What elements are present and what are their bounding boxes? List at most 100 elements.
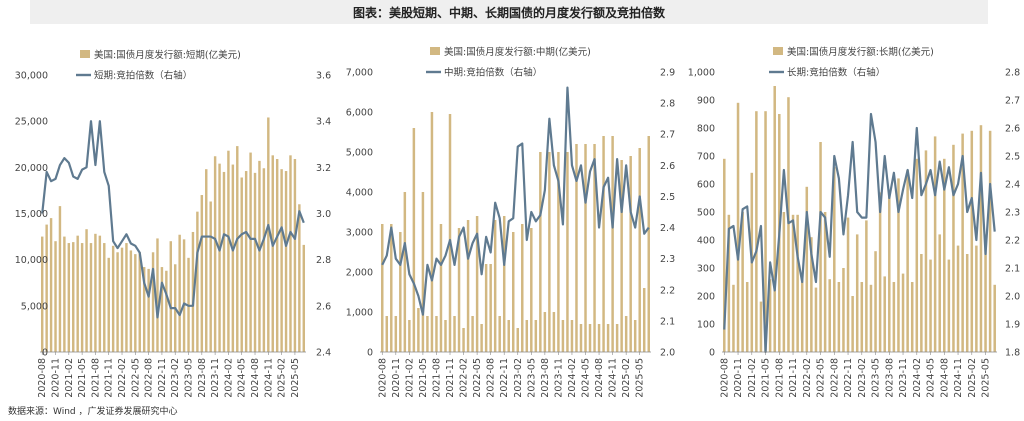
bar xyxy=(98,235,102,352)
x-tick-label: 2020-11 xyxy=(391,358,402,398)
bar xyxy=(160,267,164,352)
x-tick-label: 2022-08 xyxy=(829,358,840,398)
bar xyxy=(869,284,873,352)
y-left-tick-label: 25,000 xyxy=(15,117,48,128)
x-tick-label: 2024-11 xyxy=(608,358,619,398)
bar xyxy=(787,97,790,352)
bar xyxy=(45,224,48,352)
bar xyxy=(421,192,425,352)
bar xyxy=(814,287,818,352)
bar xyxy=(883,276,886,352)
y-right-tick-label: 2.7 xyxy=(660,130,675,141)
bar xyxy=(111,245,115,352)
bar xyxy=(805,186,809,352)
bar xyxy=(534,320,538,352)
bar xyxy=(548,152,551,352)
bar xyxy=(629,156,632,352)
chart-panel-2: 0 1,000 2,000 3,000 4,000 5,000 6,000 7,000 2.0 2… xyxy=(346,46,675,398)
series-line xyxy=(723,112,996,354)
bar xyxy=(773,86,776,352)
y-left-tick-label: 5,000 xyxy=(21,301,48,312)
bar xyxy=(209,201,212,352)
x-tick-label: 2023-05 xyxy=(526,358,537,398)
bar xyxy=(584,144,587,352)
bar xyxy=(103,243,106,352)
x-tick-label: 2025-02 xyxy=(621,358,632,398)
bar xyxy=(403,192,407,352)
x-tick-label: 2025-05 xyxy=(981,358,992,398)
y-right-tick-label: 2.1 xyxy=(1005,264,1020,275)
x-tick-label: 2021-11 xyxy=(788,358,799,398)
bar xyxy=(89,243,93,352)
bar xyxy=(125,243,128,352)
bar xyxy=(240,177,243,352)
bar xyxy=(557,152,560,352)
bar xyxy=(191,231,195,352)
bar xyxy=(552,312,556,352)
bar xyxy=(54,241,57,352)
y-left-tick-label: 1,000 xyxy=(346,308,373,319)
bar xyxy=(293,159,297,352)
y-left-tick-label: 15,000 xyxy=(15,209,48,220)
bar xyxy=(620,160,623,352)
x-tick-label: 2020-08 xyxy=(377,358,388,398)
x-tick-label: 2021-08 xyxy=(774,358,785,398)
bar xyxy=(915,158,919,352)
x-tick-label: 2023-08 xyxy=(540,358,551,398)
bar xyxy=(892,282,896,352)
bar xyxy=(833,167,836,352)
bar xyxy=(570,320,574,352)
bar xyxy=(961,133,964,352)
x-tick-label: 2021-02 xyxy=(747,358,758,398)
bar xyxy=(741,212,744,352)
y-right-tick-label: 2.4 xyxy=(1005,180,1020,191)
bar xyxy=(262,168,266,352)
y-right-tick-label: 2.2 xyxy=(1005,236,1020,247)
x-tick-label: 2022-08 xyxy=(486,358,497,398)
bar xyxy=(165,270,168,352)
x-tick-label: 2023-05 xyxy=(871,358,882,398)
y-right-tick-label: 3.2 xyxy=(316,163,331,174)
y-right-tick-label: 2.1 xyxy=(660,316,675,327)
bar xyxy=(67,243,71,352)
bar xyxy=(745,282,749,352)
bar xyxy=(906,170,909,352)
bar xyxy=(471,316,474,352)
bar xyxy=(480,324,483,352)
bar xyxy=(178,234,181,352)
y-left-tick-label: 0 xyxy=(709,348,715,359)
bar xyxy=(647,136,650,352)
bar xyxy=(865,220,868,352)
bar xyxy=(566,152,569,352)
x-tick-label: 2024-05 xyxy=(926,358,937,398)
y-right-tick-label: 1.8 xyxy=(1005,348,1020,359)
bar xyxy=(878,192,882,352)
bar xyxy=(462,328,465,352)
x-tick-label: 2023-11 xyxy=(898,358,909,398)
x-tick-label: 2022-08 xyxy=(144,358,155,398)
y-right-tick-label: 2.5 xyxy=(660,192,675,203)
bar xyxy=(611,136,614,352)
bar xyxy=(151,252,155,352)
bar xyxy=(638,148,641,352)
bar xyxy=(412,128,416,352)
x-tick-label: 2024-08 xyxy=(594,358,605,398)
bar xyxy=(933,136,937,352)
bar xyxy=(759,301,763,352)
bar xyxy=(593,144,596,352)
x-tick-label: 2022-02 xyxy=(459,358,470,398)
y-right-tick-label: 2.3 xyxy=(660,254,675,265)
bar xyxy=(579,324,583,352)
x-tick-label: 2022-11 xyxy=(499,358,510,398)
bar xyxy=(457,228,461,352)
chart-panel-1: 0 5,000 10,000 15,000 20,000 25,000 30,000 2.4 2… xyxy=(15,49,331,398)
bar xyxy=(205,169,208,352)
bar xyxy=(543,312,547,352)
x-tick-label: 2025-02 xyxy=(967,358,978,398)
bar xyxy=(417,308,420,352)
bar xyxy=(76,235,79,352)
y-left-tick-label: 400 xyxy=(697,236,715,247)
y-left-tick-label: 700 xyxy=(697,152,715,163)
y-left-tick-label: 4,000 xyxy=(346,188,373,199)
title-bar: 图表：美股短期、中期、长期国债的月度发行额及竞拍倍数 xyxy=(30,0,988,24)
